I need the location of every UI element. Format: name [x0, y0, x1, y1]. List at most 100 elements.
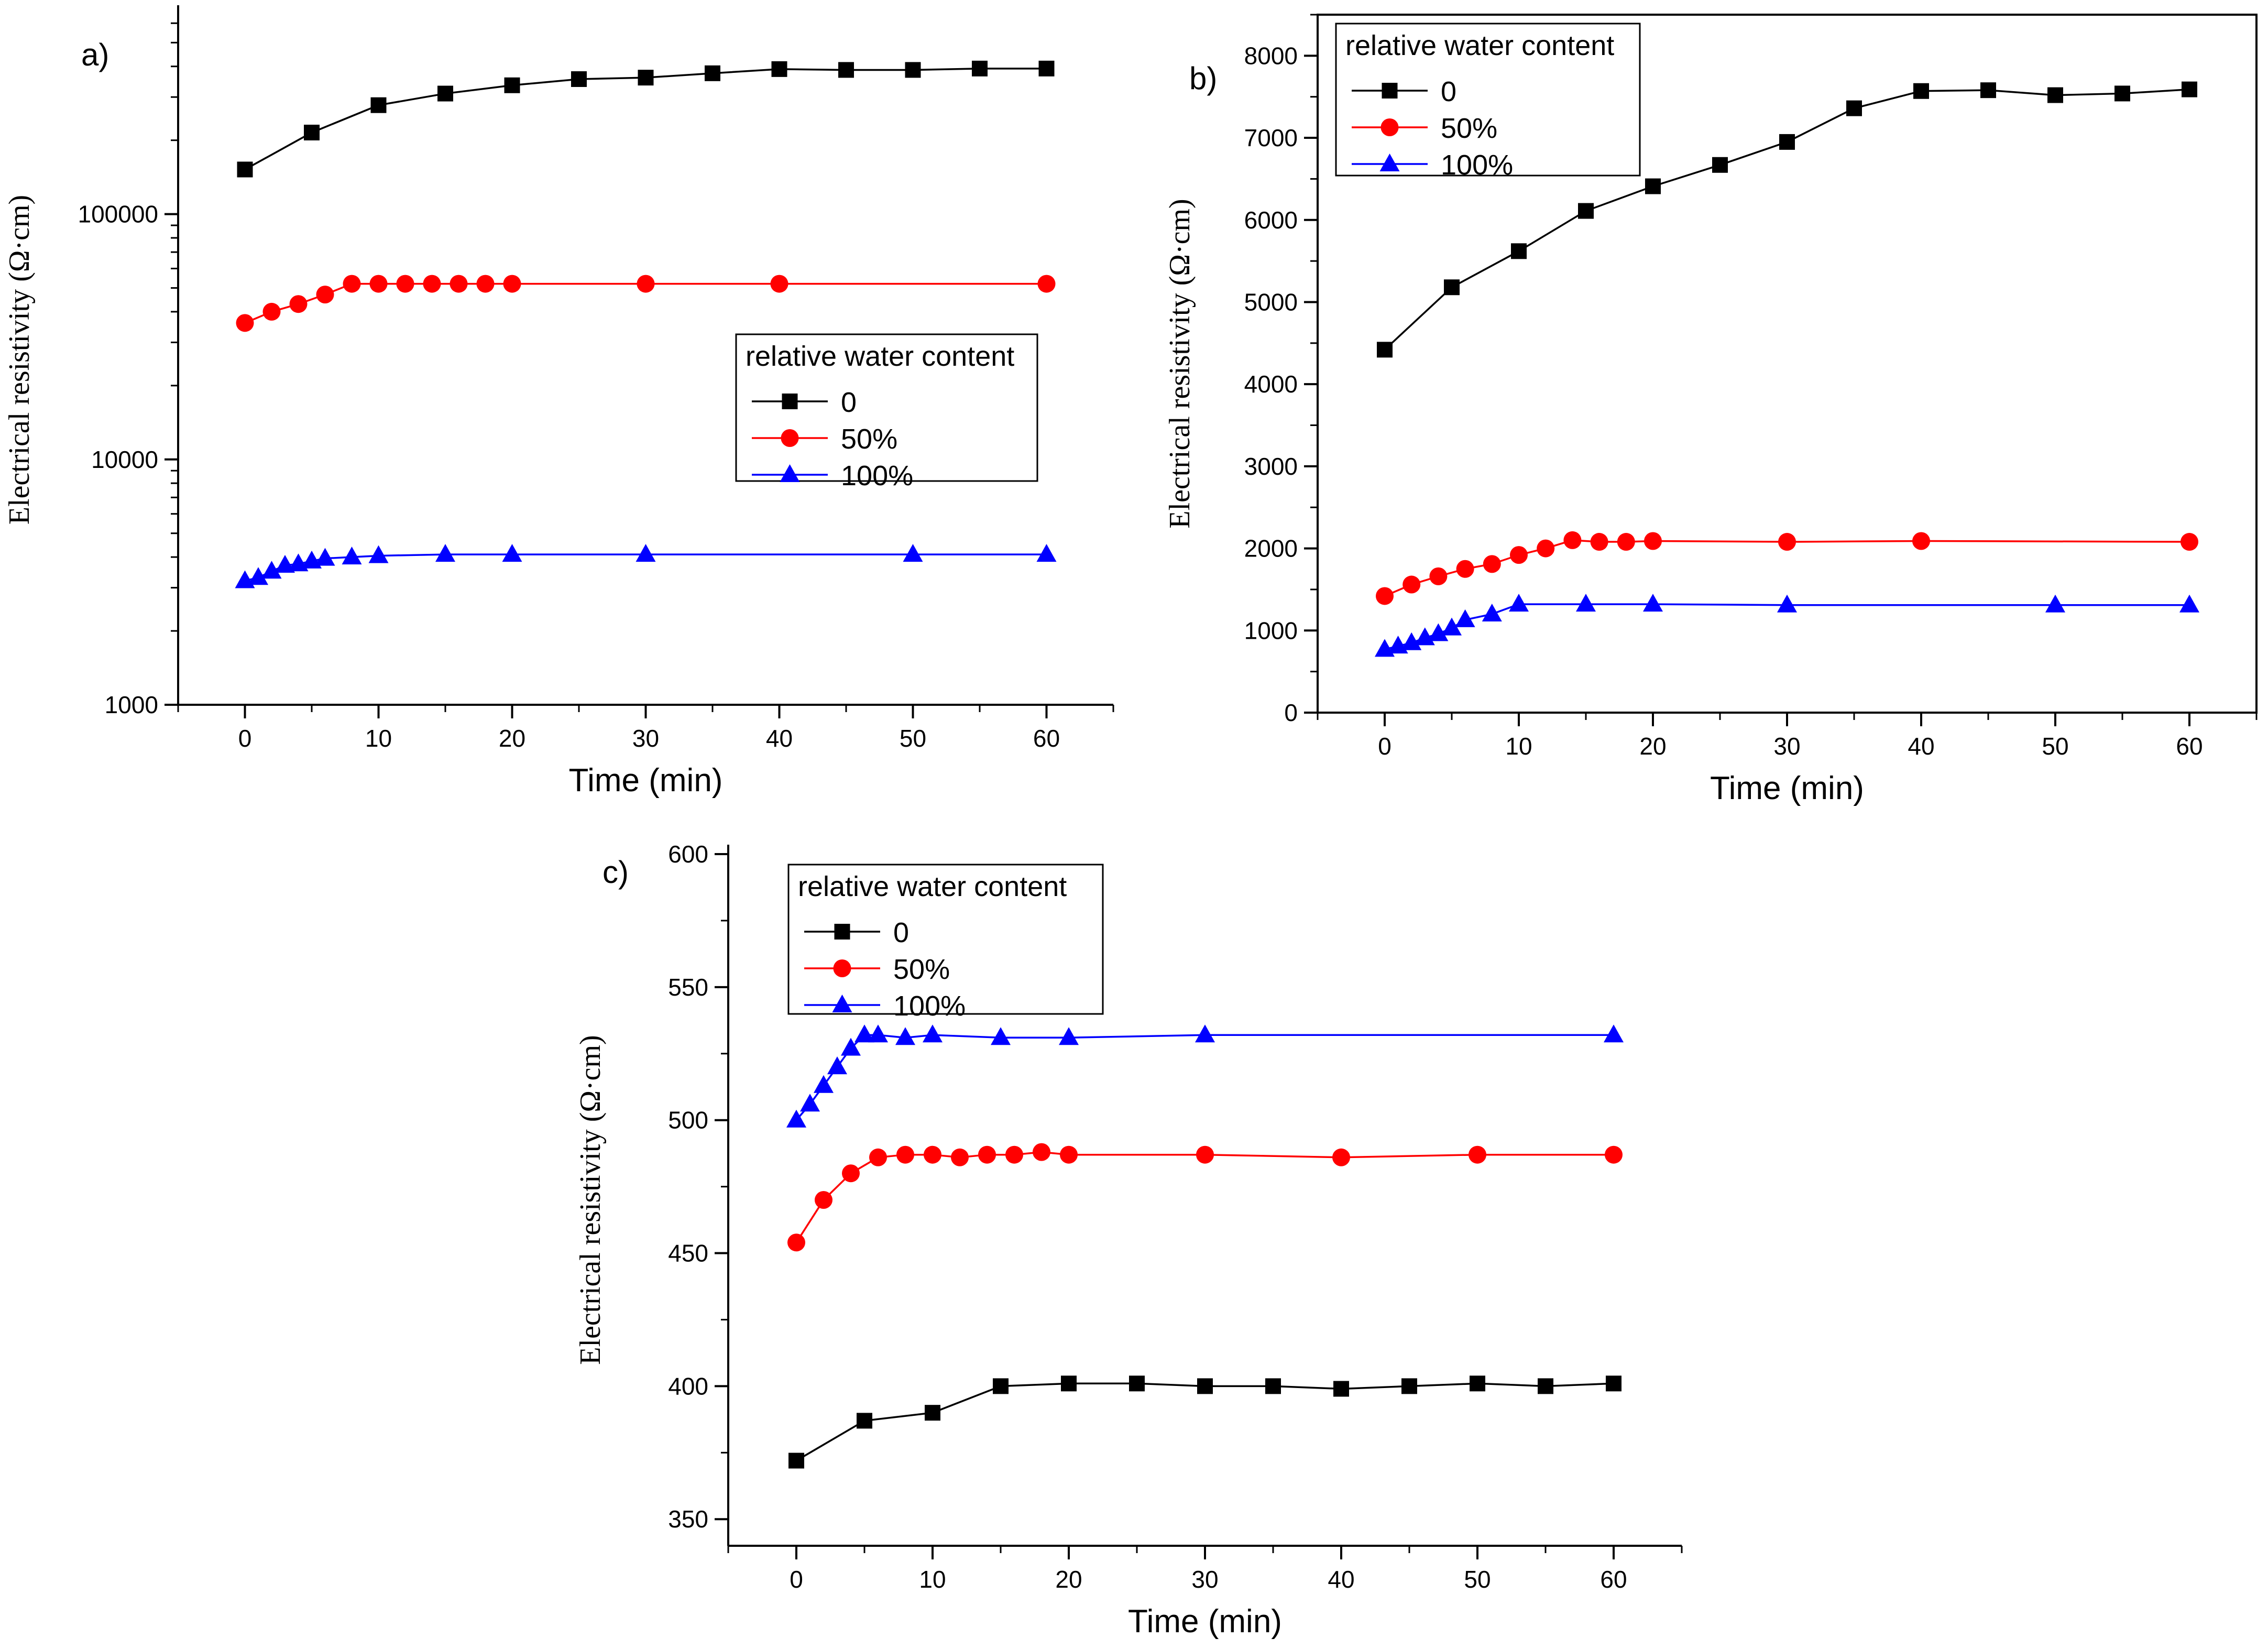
data-point	[1197, 1378, 1213, 1394]
data-point	[1037, 275, 1056, 293]
data-point	[2047, 87, 2063, 103]
data-point	[1429, 567, 1448, 585]
x-tick-label: 0	[790, 1566, 803, 1593]
data-point	[827, 1056, 847, 1075]
y-axis-title: Electrical resistivity (Ω·cm)	[3, 195, 36, 525]
data-point	[770, 275, 788, 293]
legend-entry: 50%	[1441, 113, 1497, 144]
series-line	[795, 1151, 1614, 1243]
data-point	[1036, 544, 1057, 562]
legend-entry: 100%	[893, 990, 966, 1022]
data-point	[1444, 279, 1460, 296]
data-point	[1265, 1378, 1281, 1394]
data-point	[1401, 1378, 1417, 1394]
legend-marker	[832, 995, 852, 1012]
x-axis-title: Time (min)	[1710, 770, 1864, 806]
panel-label: c)	[602, 855, 629, 890]
legend-marker	[1382, 83, 1398, 99]
series-2	[786, 1024, 1624, 1128]
data-point	[1590, 533, 1608, 551]
data-point	[396, 275, 414, 293]
data-point	[814, 1075, 834, 1093]
legend-marker	[782, 394, 798, 409]
series-2	[1375, 594, 2199, 657]
x-tick-label: 50	[900, 725, 926, 752]
data-point	[786, 1109, 806, 1128]
data-point	[1482, 603, 1502, 621]
data-point	[503, 275, 521, 293]
x-tick-label: 60	[1600, 1566, 1627, 1593]
data-point	[1033, 1143, 1050, 1161]
data-point	[248, 567, 268, 585]
data-point	[437, 85, 453, 102]
data-point	[1645, 178, 1661, 194]
x-tick-label: 20	[499, 725, 525, 752]
x-axis-title: Time (min)	[569, 762, 723, 799]
data-point	[705, 65, 720, 81]
data-point	[370, 97, 387, 113]
x-tick-label: 40	[1908, 733, 1934, 760]
y-tick-label: 500	[668, 1107, 708, 1134]
series-1	[236, 275, 1056, 332]
data-point	[1606, 1375, 1621, 1392]
legend: relative water content 0 50% 100%	[735, 333, 1038, 492]
data-point	[504, 77, 520, 93]
x-tick-label: 0	[238, 725, 252, 752]
panel-c: 0 10 20 30 40 50 60 350 400 450 500 550 600 Time (min…	[574, 840, 1683, 1640]
data-point	[787, 1233, 805, 1252]
x-tick-label: 30	[1191, 1566, 1218, 1593]
x-tick-label: 40	[766, 725, 793, 752]
legend-marker	[781, 429, 799, 447]
data-point	[2045, 594, 2065, 613]
legend-title: relative water content	[798, 871, 1067, 902]
y-tick-label: 2000	[1244, 535, 1298, 562]
data-point	[315, 548, 335, 566]
series-0	[1377, 81, 2197, 358]
series-1	[1376, 531, 2198, 605]
data-point	[236, 314, 254, 332]
legend-entry: 0	[893, 917, 909, 948]
data-point	[1712, 157, 1728, 173]
data-point	[841, 1038, 861, 1056]
data-point	[1510, 546, 1528, 564]
y-tick-label: 550	[668, 974, 708, 1001]
data-point	[343, 275, 361, 293]
y-tick-label: 600	[668, 840, 708, 868]
data-point	[289, 295, 308, 313]
series-2	[235, 544, 1057, 588]
data-point	[838, 62, 854, 78]
data-point	[905, 62, 921, 78]
data-point	[868, 1024, 888, 1043]
data-point	[923, 1024, 943, 1043]
data-point	[1617, 533, 1635, 551]
y-tick-label: 1000	[1244, 617, 1298, 644]
series-0	[788, 1375, 1621, 1469]
data-point	[815, 1191, 832, 1209]
data-point	[638, 70, 654, 86]
data-point	[1060, 1145, 1078, 1164]
x-tick-label: 30	[1773, 733, 1800, 760]
legend-marker	[1379, 154, 1400, 171]
series-1	[787, 1143, 1623, 1252]
data-point	[1061, 1375, 1077, 1392]
legend-entry: 50%	[893, 954, 950, 985]
data-point	[991, 1027, 1011, 1045]
data-point	[896, 1145, 914, 1164]
data-point	[1401, 632, 1422, 650]
y-tick-label: 400	[668, 1372, 708, 1400]
y-tick-label: 450	[668, 1240, 708, 1267]
data-point	[1442, 617, 1462, 636]
data-point	[788, 1453, 804, 1469]
data-point	[1605, 1145, 1623, 1164]
data-point	[1456, 560, 1474, 578]
data-point	[1778, 533, 1796, 551]
data-point	[978, 1145, 996, 1164]
data-point	[924, 1145, 941, 1164]
y-axis-title: Electrical resistivity (Ω·cm)	[574, 1035, 607, 1364]
y-tick-label: 6000	[1244, 206, 1298, 234]
data-point	[1059, 1027, 1079, 1045]
x-tick-label: 40	[1328, 1566, 1354, 1593]
y-tick-label: 1000	[105, 691, 158, 718]
data-point	[1980, 82, 1996, 99]
data-point	[1469, 1145, 1486, 1164]
